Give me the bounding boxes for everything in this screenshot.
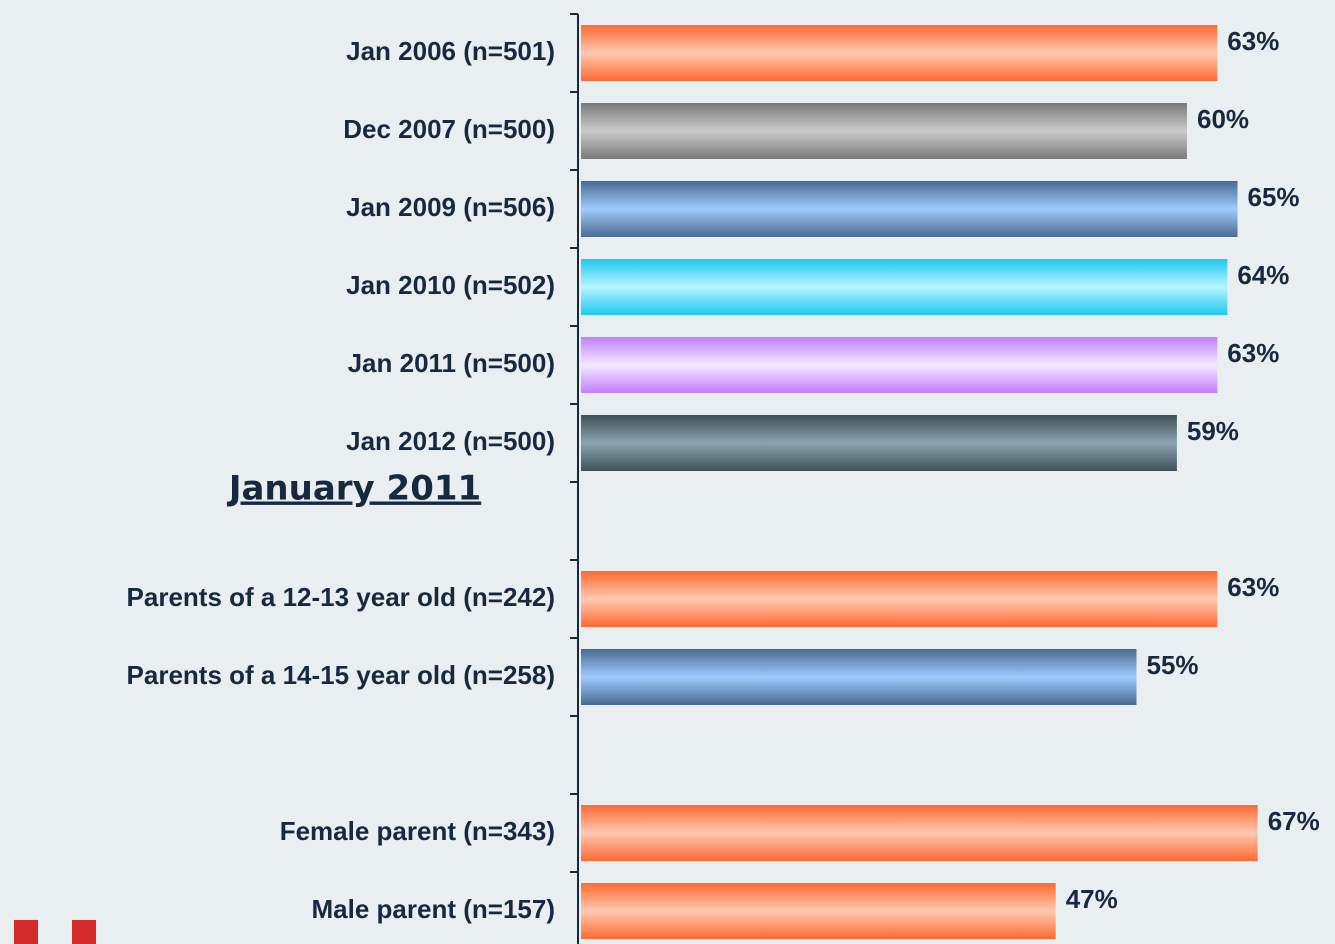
- value-label: 64%: [1237, 260, 1289, 290]
- value-label: 59%: [1187, 416, 1239, 446]
- bar: [581, 181, 1238, 237]
- value-label: 55%: [1147, 650, 1199, 680]
- bar: [581, 805, 1258, 861]
- category-label: Parents of a 12-13 year old (n=242): [127, 582, 555, 612]
- category-label: Jan 2010 (n=502): [346, 270, 555, 300]
- category-label: Female parent (n=343): [280, 816, 555, 846]
- category-label: Jan 2006 (n=501): [346, 36, 555, 66]
- category-label: Dec 2007 (n=500): [343, 114, 555, 144]
- bar: [581, 883, 1056, 939]
- value-label: 63%: [1227, 26, 1279, 56]
- value-label: 63%: [1227, 338, 1279, 368]
- value-label: 60%: [1197, 104, 1249, 134]
- value-label: 63%: [1227, 572, 1279, 602]
- category-label: Jan 2011 (n=500): [348, 348, 555, 378]
- bar: [581, 25, 1218, 81]
- value-label: 47%: [1066, 884, 1118, 914]
- value-label: 65%: [1248, 182, 1300, 212]
- bar: [581, 259, 1228, 315]
- bar: [581, 103, 1187, 159]
- bar: [581, 415, 1177, 471]
- bar: [581, 337, 1218, 393]
- value-label: 67%: [1268, 806, 1320, 836]
- category-label: Jan 2012 (n=500): [346, 426, 555, 456]
- annotation: January 2011: [227, 469, 481, 509]
- bar: [581, 571, 1218, 627]
- logo-square: [14, 920, 38, 944]
- logo-square: [72, 920, 96, 944]
- category-label: Jan 2009 (n=506): [346, 192, 555, 222]
- category-label: Parents of a 14-15 year old (n=258): [127, 660, 555, 690]
- bar: [581, 649, 1137, 705]
- category-label: Male parent (n=157): [312, 894, 555, 924]
